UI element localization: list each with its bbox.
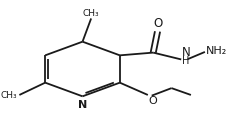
Text: H: H [182,56,189,66]
Text: NH₂: NH₂ [205,46,227,56]
Text: O: O [149,96,157,106]
Text: CH₃: CH₃ [1,91,17,100]
Text: N: N [182,46,190,59]
Text: CH₃: CH₃ [83,9,99,18]
Text: O: O [153,17,162,30]
Text: N: N [78,100,87,110]
